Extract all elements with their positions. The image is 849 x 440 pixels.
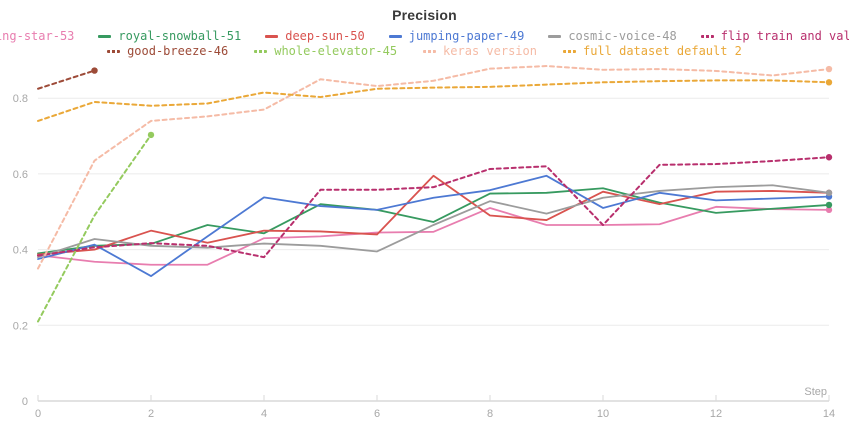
- legend-label: good-breeze-46: [127, 44, 229, 58]
- legend-item-spring-star-53[interactable]: spring-star-53: [0, 29, 74, 43]
- series-end-dot-spring-star-53: [825, 206, 833, 214]
- x-tick-label: 4: [261, 408, 267, 420]
- series-line-whole-elevator-45: [37, 133, 152, 323]
- y-tick-label: 0.2: [13, 320, 28, 332]
- y-tick-label: 0.4: [13, 245, 28, 257]
- legend-row-1: spring-star-53 royal-snowball-51 deep-sun-…: [0, 29, 849, 43]
- series-line-jumping-paper-49: [37, 174, 830, 277]
- legend-item-cosmic-voice-48[interactable]: cosmic-voice-48: [548, 29, 677, 43]
- legend-item-flip-train-and-valid-sample[interactable]: flip train and valid sample: [700, 29, 849, 43]
- solid-line-swatch-icon: [388, 34, 402, 38]
- legend-label: keras version: [443, 44, 537, 58]
- series-end-dot-full-dataset-default-2: [825, 79, 833, 86]
- x-tick-label: 12: [710, 408, 722, 420]
- series-line-full-dataset-default-2: [37, 79, 830, 122]
- x-tick-label: 0: [35, 408, 41, 420]
- x-tick-label: 10: [597, 408, 609, 420]
- solid-line-swatch-icon: [265, 34, 279, 38]
- legend-label: jumping-paper-49: [408, 29, 525, 43]
- y-tick-label: 0: [22, 396, 28, 408]
- series-end-dot-whole-elevator-45: [147, 131, 155, 139]
- y-tick-label: 0.6: [13, 169, 28, 181]
- series-line-cosmic-voice-48: [37, 184, 830, 259]
- legend-label: whole-elevator-45: [274, 44, 398, 58]
- dashed-line-swatch-icon: [423, 49, 437, 53]
- chart-title: Precision: [392, 7, 457, 23]
- legend-label: spring-star-53: [0, 29, 75, 43]
- series-end-dot-flip-train-and-valid-sample: [825, 154, 833, 161]
- solid-line-swatch-icon: [548, 34, 562, 38]
- solid-line-swatch-icon: [98, 34, 112, 38]
- series-line-good-breeze-46: [37, 69, 96, 90]
- legend-row-2: good-breeze-46 whole-elevator-45 keras ver…: [0, 44, 849, 58]
- dashed-line-swatch-icon: [700, 34, 714, 38]
- legend-label: deep-sun-50: [285, 29, 365, 43]
- series-line-spring-star-53: [37, 205, 830, 266]
- x-tick-label: 2: [148, 408, 154, 420]
- series-end-dot-royal-snowball-51: [825, 201, 833, 209]
- legend-label: full dataset default 2: [582, 44, 742, 58]
- x-axis-title: Step: [804, 386, 827, 398]
- dashed-line-swatch-icon: [254, 49, 268, 53]
- legend-item-royal-snowball-51[interactable]: royal-snowball-51: [98, 29, 241, 43]
- y-tick-label: 0.8: [13, 93, 28, 105]
- series-line-flip-train-and-valid-sample: [37, 156, 830, 259]
- legend-item-keras-version[interactable]: keras version: [423, 44, 537, 58]
- series-line-deep-sun-50: [37, 174, 830, 256]
- series-end-dot-keras-version: [825, 65, 833, 73]
- legend-item-good-breeze-46[interactable]: good-breeze-46: [107, 44, 228, 58]
- dashed-line-swatch-icon: [562, 49, 576, 53]
- series-end-dot-cosmic-voice-48: [825, 189, 833, 197]
- legend-label: flip train and valid sample: [720, 29, 849, 43]
- legend-label: royal-snowball-51: [118, 29, 242, 43]
- legend-item-jumping-paper-49[interactable]: jumping-paper-49: [388, 29, 525, 43]
- legend-item-full-dataset-default-2[interactable]: full dataset default 2: [562, 44, 742, 58]
- series-line-keras-version: [37, 65, 830, 270]
- x-tick-label: 8: [487, 408, 493, 420]
- dashed-line-swatch-icon: [107, 49, 121, 53]
- legend-item-whole-elevator-45[interactable]: whole-elevator-45: [254, 44, 397, 58]
- x-tick-label: 14: [823, 408, 835, 420]
- legend-label: cosmic-voice-48: [568, 29, 677, 43]
- series-end-dot-good-breeze-46: [91, 67, 98, 74]
- series-line-royal-snowball-51: [37, 187, 830, 255]
- legend-item-deep-sun-50[interactable]: deep-sun-50: [265, 29, 365, 43]
- x-tick-label: 6: [374, 408, 380, 420]
